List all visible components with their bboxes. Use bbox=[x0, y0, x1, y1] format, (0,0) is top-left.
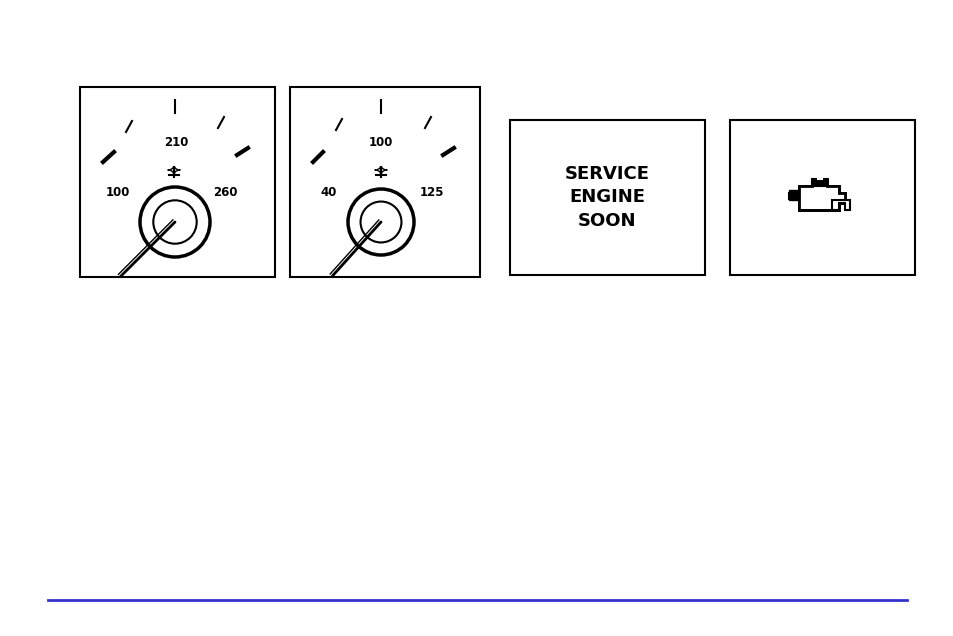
Polygon shape bbox=[832, 200, 850, 209]
Bar bbox=[838, 193, 845, 202]
Text: 260: 260 bbox=[213, 186, 237, 200]
Circle shape bbox=[360, 202, 401, 242]
Bar bbox=[290, 87, 479, 277]
Bar bbox=[729, 120, 914, 275]
Circle shape bbox=[140, 187, 210, 257]
Text: 100: 100 bbox=[369, 137, 393, 149]
Text: SERVICE
ENGINE
SOON: SERVICE ENGINE SOON bbox=[564, 165, 649, 230]
Text: 210: 210 bbox=[164, 137, 188, 149]
Bar bbox=[789, 193, 799, 198]
Bar bbox=[510, 120, 704, 275]
Bar bbox=[800, 186, 838, 209]
Text: 125: 125 bbox=[419, 186, 444, 200]
Text: 40: 40 bbox=[320, 186, 336, 200]
Bar bbox=[789, 190, 801, 200]
Bar bbox=[80, 87, 274, 277]
Polygon shape bbox=[812, 179, 826, 186]
Polygon shape bbox=[799, 179, 844, 209]
Circle shape bbox=[348, 189, 414, 255]
Text: 100: 100 bbox=[106, 186, 130, 200]
Circle shape bbox=[153, 200, 196, 244]
